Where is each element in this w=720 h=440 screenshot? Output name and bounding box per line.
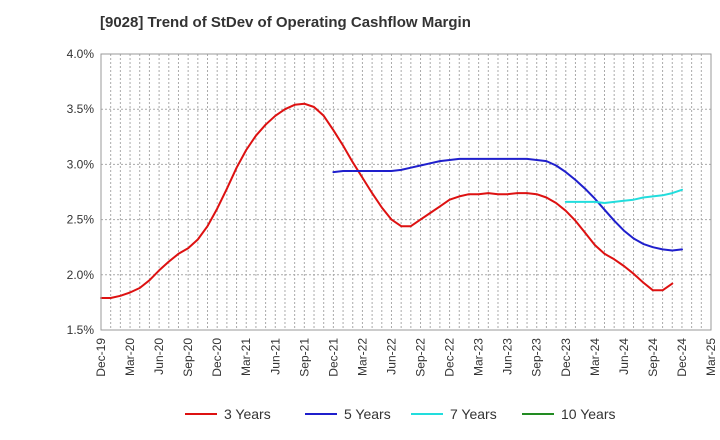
legend-label-7-years: 7 Years bbox=[450, 406, 497, 422]
y-axis-ticks: 1.5% 2.0% 2.5% 3.0% 3.5% 4.0% bbox=[67, 47, 95, 337]
x-tick-label: Mar-24 bbox=[588, 338, 602, 376]
legend-label-5-years: 5 Years bbox=[344, 406, 391, 422]
y-tick-label: 4.0% bbox=[67, 47, 95, 61]
x-tick-label: Sep-23 bbox=[530, 338, 544, 377]
legend-label-10-years: 10 Years bbox=[561, 406, 616, 422]
x-tick-label: Mar-20 bbox=[123, 338, 137, 376]
x-tick-label: Dec-22 bbox=[443, 338, 457, 377]
x-tick-label: Mar-22 bbox=[355, 338, 369, 376]
x-tick-label: Jun-21 bbox=[268, 338, 282, 375]
series-lines bbox=[100, 102, 683, 299]
series-line-5-years bbox=[332, 157, 683, 252]
x-tick-label: Jun-22 bbox=[384, 338, 398, 375]
x-tick-label: Dec-20 bbox=[210, 338, 224, 377]
x-tick-label: Mar-25 bbox=[704, 338, 718, 376]
x-tick-label: Mar-21 bbox=[239, 338, 253, 376]
x-tick-label: Mar-23 bbox=[472, 338, 486, 376]
x-tick-label: Sep-24 bbox=[646, 338, 660, 377]
chart-title: [9028] Trend of StDev of Operating Cashf… bbox=[100, 14, 471, 31]
x-tick-label: Jun-23 bbox=[501, 338, 515, 375]
x-tick-label: Dec-19 bbox=[94, 338, 108, 377]
x-tick-label: Dec-21 bbox=[326, 338, 340, 377]
x-tick-label: Sep-21 bbox=[297, 338, 311, 377]
plot-frame bbox=[100, 53, 712, 331]
series-line-7-years bbox=[564, 188, 683, 204]
x-tick-label: Sep-20 bbox=[181, 338, 195, 377]
legend-label-3-years: 3 Years bbox=[224, 406, 271, 422]
y-tick-label: 1.5% bbox=[67, 323, 95, 337]
x-tick-label: Dec-24 bbox=[675, 338, 689, 377]
x-tick-label: Sep-22 bbox=[414, 338, 428, 377]
x-tick-label: Dec-23 bbox=[559, 338, 573, 377]
x-axis-ticks: Dec-19 Mar-20 Jun-20 Sep-20 Dec-20 Mar-21 Jun-… bbox=[94, 338, 718, 377]
x-tick-label: Jun-20 bbox=[152, 338, 166, 375]
y-tick-label: 2.5% bbox=[67, 213, 95, 227]
x-tick-label: Jun-24 bbox=[617, 338, 631, 375]
series-line-3-years bbox=[100, 102, 674, 299]
y-tick-label: 2.0% bbox=[67, 268, 95, 282]
y-tick-label: 3.0% bbox=[67, 157, 95, 171]
legend: 3 Years 5 Years 7 Years 10 Years bbox=[185, 406, 616, 422]
grid bbox=[101, 53, 711, 331]
y-tick-label: 3.5% bbox=[67, 102, 95, 116]
